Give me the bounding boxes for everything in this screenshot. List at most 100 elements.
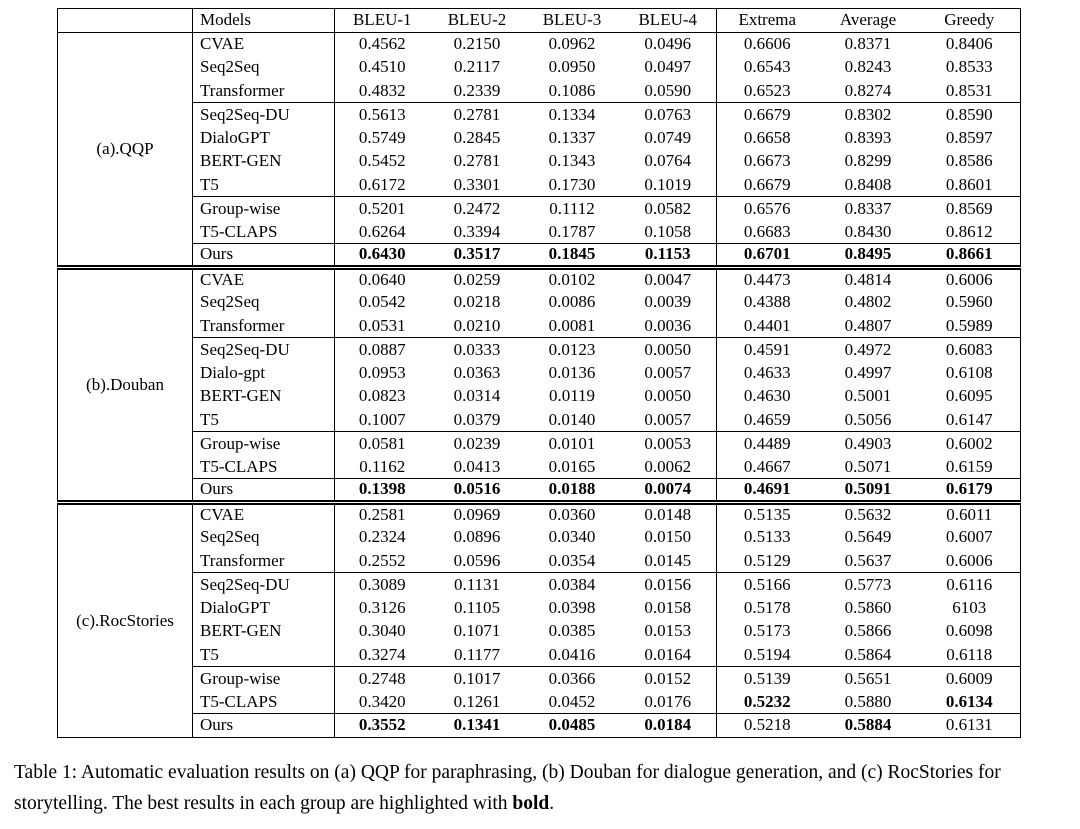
metric-value-cell: 0.2581 (334, 499, 430, 526)
metric-value-cell: 0.6116 (918, 572, 1021, 596)
model-name-cell: DialoGPT (192, 126, 335, 150)
metric-value-cell: 0.4510 (358, 57, 406, 77)
metric-value-cell: 0.8299 (844, 151, 892, 171)
table-row: (b).Douban CVAE 0.0640 0.0259 0.0102 0.0047 0.… (57, 264, 1021, 502)
metric-value-cell: 0.0398 (548, 597, 596, 617)
metric-value-cell: 0.0416 (548, 644, 596, 664)
metric-value-cell: 0.5129 (743, 550, 791, 570)
metric-value-cell: 0.2552 (358, 550, 406, 570)
metric-value-cell: 0.0047 (619, 264, 717, 291)
metric-value-cell: 0.0314 (453, 386, 501, 406)
metric-value-cell: 0.0086 (548, 292, 596, 312)
metric-value-cell: 0.0581 (334, 431, 430, 455)
metric-value-cell: 0.0950 (548, 57, 596, 77)
metric-value-cell: 0.5194 (743, 644, 791, 664)
metric-value-cell: 0.8601 (945, 174, 993, 194)
model-name-cell: Ours (192, 478, 335, 502)
metric-value-cell: 0.1162 (359, 456, 406, 476)
dataset-group-label: (b).Douban (57, 264, 193, 502)
table-row: Dialo-gpt 0.0953 0.0363 0.0136 0.0057 0.4633 0… (58, 361, 1021, 385)
metric-value-cell: 0.8597 (945, 127, 993, 147)
metric-value-cell: 0.0590 (619, 79, 717, 103)
model-name-cell: T5 (192, 408, 335, 432)
metric-value-cell: 0.6009 (918, 666, 1021, 690)
metric-value-cell: 0.2781 (453, 151, 501, 171)
model-name-cell: Seq2Seq-DU (192, 102, 335, 126)
metric-value-cell: 0.0053 (619, 431, 717, 455)
model-name-cell: DialoGPT (192, 596, 335, 620)
metric-value-cell: 0.0896 (453, 527, 501, 547)
column-header-bleu-3: BLEU-3 (524, 8, 620, 33)
metric-value-cell: 0.5864 (844, 644, 892, 664)
metric-value-cell: 0.6172 (358, 174, 406, 194)
table-row: Ours 0.6430 0.3517 0.1845 0.1153 0.6701 0.8495… (58, 243, 1021, 267)
table-row: Seq2Seq-DU 0.3089 0.1131 0.0384 0.0156 0.5166… (58, 572, 1021, 596)
table-row: Group-wise 0.5201 0.2472 0.1112 0.0582 0.6576… (58, 196, 1021, 220)
metric-value-cell: 0.0379 (453, 409, 501, 429)
metric-value-cell: 0.4691 (716, 478, 818, 502)
model-name-cell: T5 (192, 643, 335, 667)
metric-value-cell: 0.1341 (429, 713, 525, 737)
metric-value-cell: 0.5880 (844, 691, 892, 711)
metric-value-cell: 0.0413 (453, 456, 501, 476)
metric-value-cell: 0.1730 (548, 174, 596, 194)
column-header-extrema: Extrema (716, 8, 818, 33)
metric-value-cell: 0.2339 (453, 80, 501, 100)
metric-value-cell: 0.4814 (817, 264, 919, 291)
metric-value-cell: 0.6002 (918, 431, 1021, 455)
metric-value-cell: 0.6095 (945, 386, 993, 406)
metric-value-cell: 0.3301 (453, 174, 501, 194)
metric-value-cell: 0.1017 (429, 666, 525, 690)
metric-value-cell: 0.1086 (548, 80, 596, 100)
metric-value-cell: 0.0485 (524, 713, 620, 737)
metric-value-cell: 0.6264 (358, 221, 406, 241)
column-header-models: Models (192, 8, 335, 33)
table-row: T5-CLAPS 0.6264 0.3394 0.1787 0.1058 0.6683 0.… (58, 220, 1021, 244)
metric-value-cell: 0.0210 (453, 315, 501, 335)
model-name-cell: Transformer (192, 549, 335, 573)
table-row: Seq2Seq-DU 0.5613 0.2781 0.1334 0.0763 0.6679… (58, 102, 1021, 126)
metric-value-cell: 0.4562 (358, 34, 406, 53)
model-name-cell: Ours (192, 713, 335, 737)
caption-text-end: . (549, 793, 555, 814)
metric-value-cell: 0.3552 (334, 713, 430, 737)
table-row: Seq2Seq 0.4510 0.2117 0.0950 0.0497 0.6543 0.8… (58, 55, 1021, 79)
metric-value-cell: 0.0145 (619, 549, 717, 573)
table-caption: Table 1: Automatic evaluation results on… (14, 757, 1072, 819)
metric-value-cell: 0.0953 (358, 362, 406, 382)
metric-value-cell: 0.8371 (844, 34, 892, 53)
metric-value-cell: 0.0150 (619, 525, 717, 549)
metric-value-cell: 0.5649 (844, 527, 892, 547)
metric-value-cell: 0.0582 (619, 196, 717, 220)
table-row: Ours 0.3552 0.1341 0.0485 0.0184 0.5218 0.5884… (58, 713, 1021, 737)
metric-value-cell: 0.0165 (548, 456, 596, 476)
metric-value-cell: 0.1845 (524, 243, 620, 267)
metric-value-cell: 0.0363 (453, 362, 501, 382)
metric-value-cell: 0.0764 (619, 149, 717, 173)
metric-value-cell: 0.8406 (945, 34, 993, 53)
table-row: T5 0.3274 0.1177 0.0416 0.0164 0.5194 0.5864 0.… (58, 643, 1021, 667)
metric-value-cell: 0.1112 (524, 196, 620, 220)
metric-value-cell: 0.6673 (743, 151, 791, 171)
metric-value-cell: 0.5071 (844, 456, 892, 476)
metric-value-cell: 0.0057 (619, 408, 717, 432)
metric-value-cell: 0.5218 (716, 713, 818, 737)
metric-value-cell: 0.0259 (429, 264, 525, 291)
model-name-cell: T5-CLAPS (192, 690, 335, 714)
metric-value-cell: 0.5632 (817, 499, 919, 526)
metric-value-cell: 0.0039 (619, 290, 717, 314)
metric-value-cell: 0.3040 (358, 621, 406, 641)
metric-value-cell: 0.5001 (844, 386, 892, 406)
table-row: BERT-GEN 0.5452 0.2781 0.1343 0.0764 0.6673 0.… (58, 149, 1021, 173)
table-row: T5-CLAPS 0.1162 0.0413 0.0165 0.0062 0.4667 0.… (58, 455, 1021, 479)
metric-value-cell: 0.4802 (844, 292, 892, 312)
metric-value-cell: 0.0360 (524, 499, 620, 526)
metric-value-cell: 6103 (952, 597, 987, 617)
model-name-cell: Seq2Seq-DU (192, 572, 335, 596)
table-row: T5 0.6172 0.3301 0.1730 0.1019 0.6679 0.8408 0.… (58, 173, 1021, 197)
table-row: Transformer 0.0531 0.0210 0.0081 0.0036 0.440… (58, 314, 1021, 338)
model-name-cell: BERT-GEN (192, 619, 335, 643)
column-header-bleu-1: BLEU-1 (334, 8, 430, 33)
metric-value-cell: 0.4903 (817, 431, 919, 455)
metric-value-cell: 0.6679 (716, 102, 818, 126)
